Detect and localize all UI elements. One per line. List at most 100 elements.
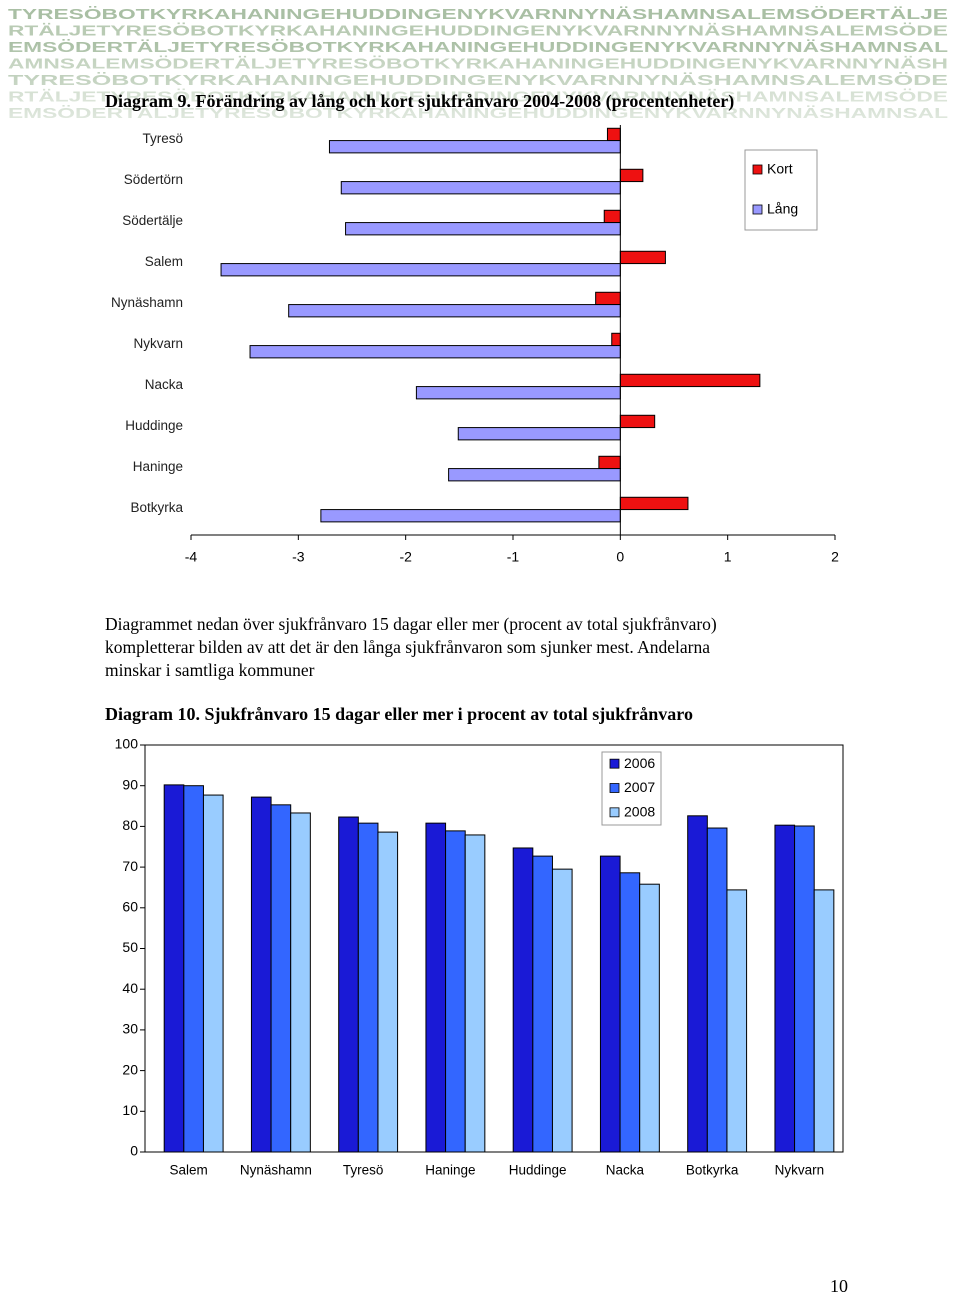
y-tick-label: Tyresö xyxy=(142,131,183,146)
bar xyxy=(606,127,621,142)
bar xyxy=(288,304,621,318)
y-tick-label: 0 xyxy=(130,1143,138,1159)
y-tick-label: Nynäshamn xyxy=(111,295,183,310)
y-tick-label: Huddinge xyxy=(125,418,183,433)
bar xyxy=(338,816,359,1153)
bar xyxy=(345,222,621,236)
y-tick-label: 40 xyxy=(122,980,138,996)
y-tick-label: Nykvarn xyxy=(133,336,183,351)
bar xyxy=(183,785,204,1153)
legend-swatch xyxy=(752,204,763,215)
bar xyxy=(813,889,835,1153)
bar xyxy=(464,834,486,1153)
x-tick-label: Huddinge xyxy=(509,1163,567,1178)
bar xyxy=(270,804,292,1153)
y-tick-label: Botkyrka xyxy=(130,500,183,515)
bar xyxy=(551,868,573,1153)
x-tick-label: -2 xyxy=(399,549,412,565)
legend-swatch xyxy=(609,807,620,818)
bar xyxy=(357,822,379,1153)
bar xyxy=(163,784,185,1153)
bar xyxy=(619,414,656,429)
x-tick-label: Botkyrka xyxy=(686,1163,739,1178)
banner-row: TYRESÖBOTKYRKAHANINGEHUDDINGENYKVARNNYNÄ… xyxy=(8,6,948,23)
bar xyxy=(425,822,447,1153)
x-tick-label: -3 xyxy=(292,549,305,565)
bar xyxy=(599,855,621,1153)
x-tick-label: Nacka xyxy=(606,1163,645,1178)
legend-label: Kort xyxy=(767,161,793,177)
bar xyxy=(706,827,728,1153)
bar xyxy=(619,168,644,183)
legend-label: Lång xyxy=(767,201,798,217)
bar xyxy=(249,345,621,359)
bar xyxy=(377,831,399,1153)
bar xyxy=(320,509,621,523)
page-number: 10 xyxy=(830,1276,848,1296)
y-tick-label: 60 xyxy=(122,899,138,915)
paragraph-line: minskar i samtliga kommuner xyxy=(105,660,315,680)
bar xyxy=(687,815,708,1153)
bar xyxy=(603,209,621,224)
bar xyxy=(328,140,621,154)
chart-title: Diagram 9. Förändring av lång och kort s… xyxy=(105,91,734,112)
paragraph-line: kompletterar bilden av att det är den lå… xyxy=(105,637,710,657)
bar xyxy=(532,855,553,1153)
x-tick-label: 2 xyxy=(831,549,839,565)
bar xyxy=(726,889,748,1153)
x-tick-label: -1 xyxy=(507,549,520,565)
legend-label: 2008 xyxy=(624,804,655,820)
x-tick-label: Haninge xyxy=(425,1163,475,1178)
legend-swatch xyxy=(752,164,763,175)
y-tick-label: 100 xyxy=(115,736,139,752)
bar xyxy=(202,794,224,1153)
y-tick-label: 70 xyxy=(122,858,138,874)
y-tick-label: 80 xyxy=(122,817,138,833)
chart-title: Diagram 10. Sjukfrånvaro 15 dagar eller … xyxy=(105,704,693,724)
x-tick-label: Nynäshamn xyxy=(240,1163,312,1178)
legend-swatch xyxy=(609,758,620,769)
legend-label: 2007 xyxy=(624,779,655,795)
x-tick-label: Nykvarn xyxy=(775,1163,825,1178)
y-tick-label: Haninge xyxy=(133,459,183,474)
x-tick-label: Salem xyxy=(169,1163,207,1178)
legend-label: 2006 xyxy=(624,755,655,771)
bar xyxy=(445,830,466,1153)
x-tick-label: 1 xyxy=(724,549,732,565)
y-tick-label: Södertälje xyxy=(122,213,183,228)
bar xyxy=(220,263,621,277)
y-tick-label: 10 xyxy=(122,1102,138,1118)
bar xyxy=(415,386,621,400)
bar xyxy=(619,250,666,265)
paragraph-line: Diagrammet nedan över sjukfrånvaro 15 da… xyxy=(105,614,717,634)
legend-swatch xyxy=(609,783,620,793)
bar xyxy=(611,332,621,347)
bar xyxy=(595,291,621,306)
bar xyxy=(340,181,621,195)
bar xyxy=(250,796,272,1153)
y-tick-label: 90 xyxy=(122,776,138,792)
bar xyxy=(512,847,534,1153)
bar xyxy=(619,872,641,1153)
bar xyxy=(639,883,660,1153)
y-tick-label: Södertörn xyxy=(124,172,183,187)
bar xyxy=(457,427,621,441)
bar xyxy=(619,373,761,388)
x-tick-label: -4 xyxy=(185,549,198,565)
y-tick-label: 30 xyxy=(122,1021,138,1037)
x-tick-label: Tyresö xyxy=(343,1163,384,1178)
y-tick-label: Salem xyxy=(145,254,183,269)
bar xyxy=(794,825,815,1153)
banner-row: RTÄLJETYRESÖBOTKYRKAHANINGEHUDDINGENYKVA… xyxy=(8,22,948,39)
bar xyxy=(448,468,621,482)
y-tick-label: 50 xyxy=(122,939,138,955)
y-tick-label: 20 xyxy=(122,1061,138,1077)
x-tick-label: 0 xyxy=(616,549,624,565)
y-tick-label: Nacka xyxy=(145,377,184,392)
legend-box xyxy=(744,149,818,231)
bar xyxy=(774,824,796,1153)
bar xyxy=(290,812,311,1153)
bar xyxy=(619,496,689,511)
